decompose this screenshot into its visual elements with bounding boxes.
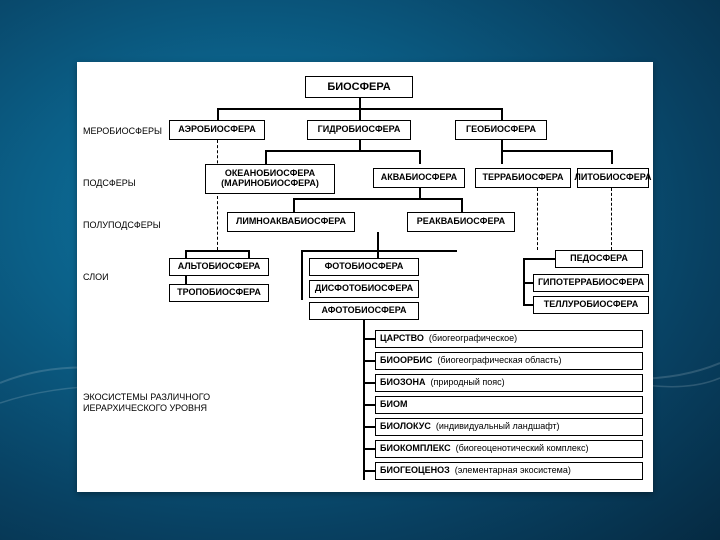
eco-term-1: БИООРБИС [380, 356, 432, 366]
eco-row-6: БИОГЕОЦЕНОЗ (элементарная экосистема) [375, 462, 643, 480]
row-label-sloi: СЛОИ [83, 272, 109, 283]
eco-row-2: БИОЗОНА (природный пояс) [375, 374, 643, 392]
eco-term-4: БИОЛОКУС [380, 422, 431, 432]
diagram-panel: МЕРОБИОСФЕРЫ ПОДСФЕРЫ ПОЛУПОДСФЕРЫ СЛОИ … [77, 62, 653, 492]
node-pedo: ПЕДОСФЕРА [555, 250, 643, 268]
eco-row-1: БИООРБИС (биогеографическая область) [375, 352, 643, 370]
eco-row-5: БИОКОМПЛЕКС (биогеоценотический комплекс… [375, 440, 643, 458]
eco-desc-1: (биогеографическая область) [437, 356, 561, 366]
row-label-polu: ПОЛУПОДСФЕРЫ [83, 220, 161, 231]
node-aero: АЭРОБИОСФЕРА [169, 120, 265, 140]
node-hydro: ГИДРОБИОСФЕРА [307, 120, 411, 140]
eco-desc-5: (биогеоценотический комплекс) [456, 444, 589, 454]
eco-row-3: БИОМ [375, 396, 643, 414]
node-aqua: АКВАБИОСФЕРА [373, 168, 465, 188]
node-disfoto: ДИСФОТОБИОСФЕРА [309, 280, 419, 298]
row-label-mero: МЕРОБИОСФЕРЫ [83, 126, 162, 137]
eco-term-2: БИОЗОНА [380, 378, 425, 388]
eco-row-0: ЦАРСТВО (биогеографическое) [375, 330, 643, 348]
eco-row-4: БИОЛОКУС (индивидуальный ландшафт) [375, 418, 643, 436]
eco-term-5: БИОКОМПЛЕКС [380, 444, 451, 454]
node-biosfera: БИОСФЕРА [305, 76, 413, 98]
node-alto: АЛЬТОБИОСФЕРА [169, 258, 269, 276]
node-afoto: АФОТОБИОСФЕРА [309, 302, 419, 320]
node-geo: ГЕОБИОСФЕРА [455, 120, 547, 140]
eco-desc-6: (элементарная экосистема) [455, 466, 571, 476]
eco-desc-0: (биогеографическое) [429, 334, 517, 344]
eco-desc-2: (природный пояс) [430, 378, 504, 388]
node-limno: ЛИМНОАКВАБИОСФЕРА [227, 212, 355, 232]
node-ocean: ОКЕАНОБИОСФЕРА (МАРИНОБИОСФЕРА) [205, 164, 335, 194]
node-foto: ФОТОБИОСФЕРА [309, 258, 419, 276]
node-terra: ТЕРРАБИОСФЕРА [475, 168, 571, 188]
hierarchy-diagram: МЕРОБИОСФЕРЫ ПОДСФЕРЫ ПОЛУПОДСФЕРЫ СЛОИ … [77, 62, 653, 492]
row-label-pods: ПОДСФЕРЫ [83, 178, 136, 189]
node-reak: РЕАКВАБИОСФЕРА [407, 212, 515, 232]
node-gipot: ГИПОТЕРРАБИОСФЕРА [533, 274, 649, 292]
node-tellu: ТЕЛЛУРОБИОСФЕРА [533, 296, 649, 314]
eco-term-0: ЦАРСТВО [380, 334, 424, 344]
eco-desc-4: (индивидуальный ландшафт) [436, 422, 560, 432]
row-label-eco: ЭКОСИСТЕМЫ РАЗЛИЧНОГО ИЕРАРХИЧЕСКОГО УРО… [83, 392, 210, 414]
node-lito: ЛИТОБИОСФЕРА [577, 168, 649, 188]
eco-term-3: БИОМ [380, 400, 407, 410]
node-tropo: ТРОПОБИОСФЕРА [169, 284, 269, 302]
eco-term-6: БИОГЕОЦЕНОЗ [380, 466, 450, 476]
